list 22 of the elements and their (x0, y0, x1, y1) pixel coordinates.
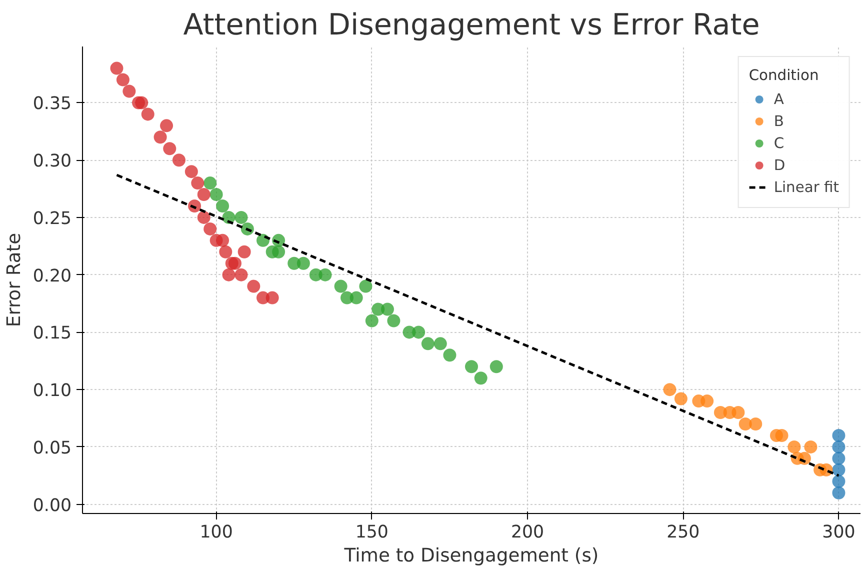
x-axis-title: Time to Disengagement (s) (343, 546, 599, 566)
y-tick-label: 0.30 (32, 152, 72, 172)
y-axis-title: Error Rate (4, 232, 25, 328)
x-tick-label: 250 (666, 522, 700, 542)
legend-title: Condition (748, 67, 820, 84)
y-tick-label: 0.10 (32, 381, 72, 402)
y-tick-label: 0.35 (32, 94, 72, 114)
y-tick-label: 0.25 (32, 208, 72, 229)
legend-label: D (774, 156, 786, 174)
y-tick-label: 0.05 (32, 438, 72, 458)
legend-label: B (774, 112, 785, 130)
x-tick-label: 150 (355, 522, 388, 542)
legend-label: A (774, 90, 785, 108)
x-tick-label: 300 (822, 522, 856, 542)
chart-title: Attention Disengagement vs Error Rate (183, 8, 760, 42)
legend-label: Linear fit (774, 178, 839, 196)
y-tick-label: 0.20 (32, 266, 72, 286)
x-tick-label: 200 (510, 522, 544, 542)
legend-label: C (774, 134, 786, 152)
y-tick-label: 0.00 (32, 496, 72, 516)
y-tick-label: 0.15 (32, 324, 72, 344)
x-tick-label: 100 (200, 522, 233, 542)
